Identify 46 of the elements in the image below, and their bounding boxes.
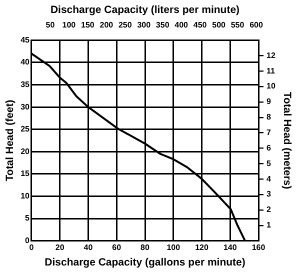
y2-tick-label: 9 [266, 97, 272, 106]
x2-axis-title: Discharge Capacity (liters per minute) [50, 4, 240, 16]
x2-tick-label: 550 [230, 20, 245, 30]
x-tick-label: 40 [84, 242, 94, 252]
x2-tick-label: 150 [81, 20, 95, 30]
y2-tick-label: 1 [266, 220, 272, 230]
y2-tick-label: 11 [266, 66, 276, 76]
y2-tick-label: 10 [266, 82, 276, 91]
y2-tick-label: 3 [266, 190, 272, 199]
x-tick-label: 100 [166, 242, 181, 252]
x-tick-label: 140 [223, 242, 238, 252]
y-tick-label: 15 [20, 169, 30, 178]
y-tick-label: 0 [25, 236, 30, 246]
y-tick-label: 5 [25, 214, 30, 223]
x-tick-label: 160 [252, 242, 266, 252]
y-tick-label: 25 [20, 124, 30, 134]
x-tick-label: 60 [112, 242, 122, 252]
y-axis-title: Total Head (feet) [4, 100, 16, 182]
x-axis-title: Discharge Capacity (gallons per minute) [44, 256, 246, 269]
x2-tick-label: 200 [100, 20, 114, 30]
y-tick-label: 45 [20, 35, 30, 44]
y2-tick-label: 7 [266, 128, 272, 137]
y-tick-label: 30 [20, 102, 30, 112]
y-tick-label: 40 [20, 58, 30, 67]
x2-tick-label: 400 [174, 20, 189, 30]
x-tick-label: 80 [140, 242, 150, 252]
y-tick-label: 20 [20, 146, 30, 156]
x2-tick-label: 300 [137, 20, 152, 30]
y2-tick-label: 6 [266, 143, 272, 152]
x2-tick-label: 450 [193, 20, 208, 30]
y2-tick-label: 12 [266, 50, 276, 60]
x2-tick-label: 250 [118, 20, 132, 30]
y-tick-label: 35 [20, 80, 30, 89]
x2-tick-label: 100 [62, 20, 76, 30]
y2-axis-title: Total Head (meters) [280, 92, 293, 190]
x2-tick-label: 50 [46, 20, 56, 30]
y2-tick-label: 8 [266, 112, 272, 122]
x2-tick-label: 600 [250, 20, 264, 30]
y2-tick-label: 5 [266, 158, 272, 168]
y2-tick-label: 2 [266, 205, 272, 214]
x-tick-label: 20 [55, 242, 65, 252]
x2-tick-label: 500 [212, 20, 226, 30]
x2-tick-label: 350 [156, 20, 170, 30]
y-tick-label: 10 [20, 191, 30, 200]
y2-tick-label: 4 [266, 174, 272, 184]
x-tick-label: 120 [195, 242, 209, 252]
